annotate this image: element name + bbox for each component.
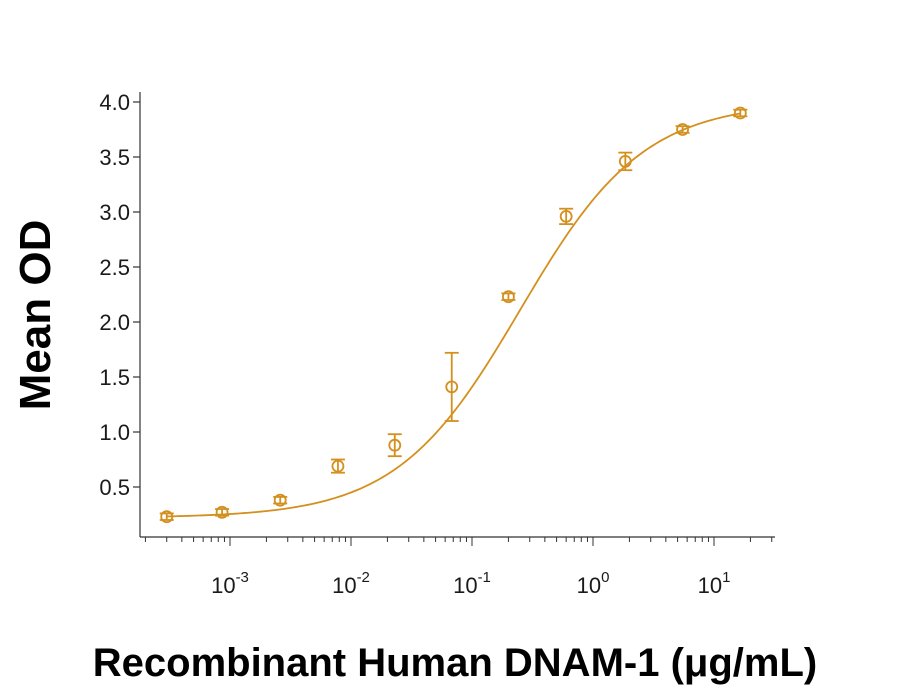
point-marker xyxy=(502,290,515,304)
x-axis-title: Recombinant Human DNAM-1 (μg/mL) xyxy=(93,641,817,685)
data-point xyxy=(330,458,345,474)
data-point xyxy=(675,123,690,136)
x-tick-label: 10-1 xyxy=(453,569,491,598)
x-axis: 10-3 10-2 10-1 100 101 xyxy=(140,536,775,598)
fit-curve xyxy=(166,112,741,518)
point-marker xyxy=(215,505,229,519)
y-tick-label: 2.5 xyxy=(99,255,130,280)
point-marker xyxy=(388,438,402,452)
data-point xyxy=(215,505,230,519)
point-marker xyxy=(733,106,747,120)
point-marker xyxy=(331,459,345,473)
data-point xyxy=(501,290,516,304)
y-tick-label: 3.5 xyxy=(99,145,130,170)
x-tick-label: 100 xyxy=(577,569,610,598)
data-point xyxy=(273,493,288,507)
data-point xyxy=(559,207,574,226)
x-tick-label: 101 xyxy=(698,569,731,598)
y-tick-label: 1.0 xyxy=(99,420,130,445)
data-point xyxy=(387,433,402,458)
data-points-layer xyxy=(159,106,748,524)
y-tick-label: 0.5 xyxy=(99,475,130,500)
point-marker xyxy=(273,493,287,507)
x-tick-label: 10-3 xyxy=(211,569,249,598)
data-point xyxy=(159,510,174,524)
y-tick-label: 3.0 xyxy=(99,200,130,225)
point-marker xyxy=(618,154,632,168)
point-marker xyxy=(559,209,573,223)
point-marker xyxy=(160,510,174,524)
y-axis-title: Mean OD xyxy=(11,220,60,411)
data-point xyxy=(444,351,459,422)
y-tick-label: 4.0 xyxy=(99,90,130,115)
point-marker xyxy=(445,380,459,394)
y-tick-label: 2.0 xyxy=(99,310,130,335)
y-axis: 0.5 1.0 1.5 2.0 2.5 3.0 3.5 4.0 xyxy=(99,90,141,537)
y-tick-label: 1.5 xyxy=(99,365,130,390)
x-tick-label: 10-2 xyxy=(332,569,370,598)
data-point xyxy=(733,106,748,120)
point-marker xyxy=(676,123,689,136)
fit-curve-layer xyxy=(166,112,741,518)
data-point xyxy=(618,151,633,172)
